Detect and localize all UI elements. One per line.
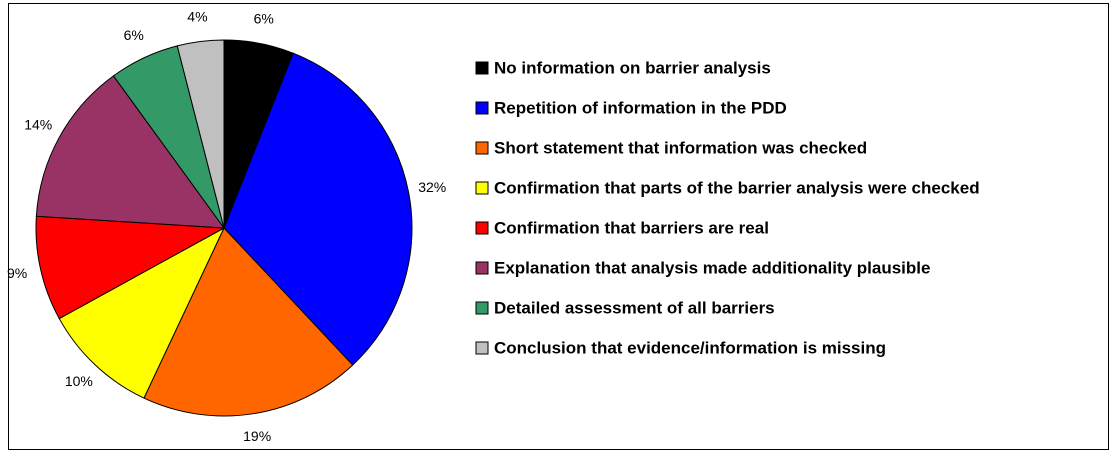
slice-label: 4% bbox=[187, 8, 207, 24]
slice-label: 19% bbox=[243, 428, 271, 444]
legend-swatch bbox=[475, 221, 489, 235]
slice-label: 6% bbox=[124, 27, 144, 43]
legend-label: Confirmation that barriers are real bbox=[494, 218, 769, 237]
slice-label: 32% bbox=[418, 179, 446, 195]
pie-slice bbox=[223, 52, 413, 366]
legend-label: Explanation that analysis made additiona… bbox=[494, 258, 930, 277]
slice-label: 10% bbox=[65, 373, 93, 389]
legend-swatch bbox=[475, 261, 489, 275]
legend-label: No information on barrier analysis bbox=[494, 58, 771, 77]
legend-swatch bbox=[475, 61, 489, 75]
pie-slice bbox=[58, 226, 226, 399]
slice-label: 14% bbox=[24, 117, 52, 133]
legend-label: Short statement that information was che… bbox=[494, 138, 867, 157]
pie-slice bbox=[176, 39, 225, 229]
pie-slice bbox=[35, 75, 226, 229]
pie-slice bbox=[35, 215, 226, 320]
legend-swatch bbox=[475, 101, 489, 115]
legend-swatch bbox=[475, 301, 489, 315]
slice-label: 9% bbox=[7, 265, 27, 281]
legend-swatch bbox=[475, 341, 489, 355]
legend-label: Repetition of information in the PDD bbox=[494, 98, 787, 117]
legend-label: Conclusion that evidence/information is … bbox=[494, 338, 886, 357]
legend-swatch bbox=[475, 141, 489, 155]
slice-label: 6% bbox=[254, 10, 274, 26]
legend-label: Confirmation that parts of the barrier a… bbox=[494, 178, 980, 197]
legend-label: Detailed assessment of all barriers bbox=[494, 298, 775, 317]
legend-swatch bbox=[475, 181, 489, 195]
pie-slice bbox=[143, 227, 354, 417]
